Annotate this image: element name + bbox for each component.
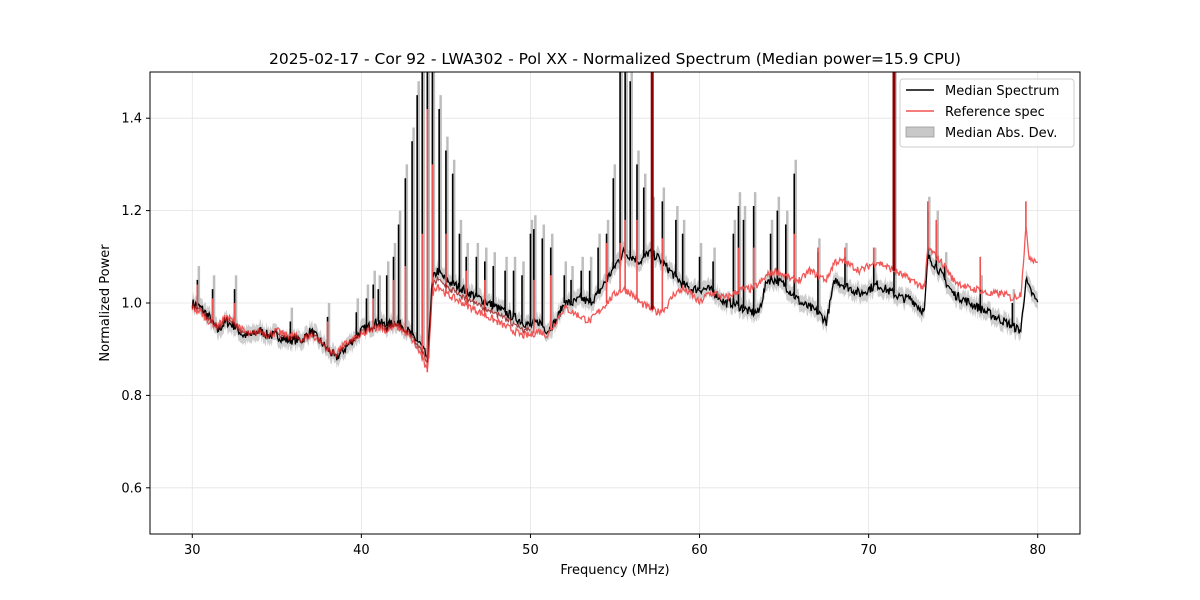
x-tick-label: 60 bbox=[691, 543, 708, 558]
y-tick-label: 1.0 bbox=[121, 297, 142, 312]
legend: Median Spectrum Reference spec Median Ab… bbox=[899, 78, 1075, 148]
x-tick-label: 80 bbox=[1029, 543, 1046, 558]
x-tick-label: 70 bbox=[860, 543, 877, 558]
x-tick-label: 40 bbox=[353, 543, 370, 558]
y-tick-label: 1.2 bbox=[121, 204, 142, 219]
axis-ticks: 30 40 50 60 70 80 0.6 0.8 1.0 1.2 1.4 bbox=[121, 112, 1046, 558]
y-tick-label: 0.6 bbox=[121, 481, 142, 496]
chart-title: 2025-02-17 - Cor 92 - LWA302 - Pol XX - … bbox=[269, 50, 961, 68]
series-lines bbox=[191, 72, 1039, 373]
x-tick-label: 30 bbox=[184, 543, 201, 558]
overlap-line bbox=[191, 276, 531, 363]
y-tick-label: 0.8 bbox=[121, 389, 142, 404]
legend-swatch-mad bbox=[905, 126, 935, 138]
legend-label-mad: Median Abs. Dev. bbox=[945, 126, 1057, 141]
legend-label-reference: Reference spec bbox=[945, 105, 1045, 120]
legend-label-median: Median Spectrum bbox=[945, 84, 1059, 99]
y-tick-label: 1.4 bbox=[121, 112, 142, 127]
x-axis-label: Frequency (MHz) bbox=[560, 563, 669, 578]
mad-band-area bbox=[192, 240, 1038, 369]
y-axis-label: Normalized Power bbox=[98, 244, 113, 362]
legend-box bbox=[899, 78, 1075, 148]
x-tick-label: 50 bbox=[522, 543, 539, 558]
